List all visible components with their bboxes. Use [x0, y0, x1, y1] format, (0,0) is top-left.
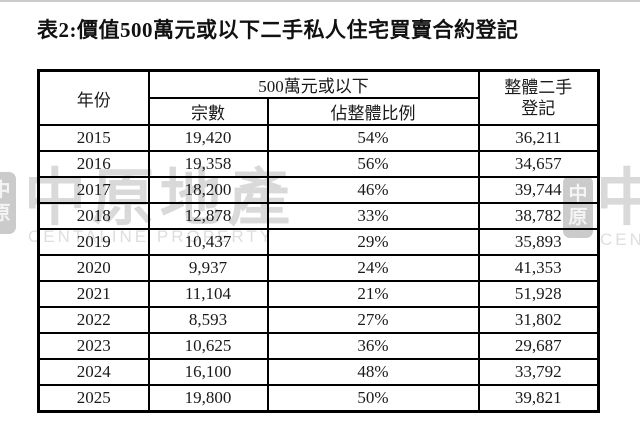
watermark-brand-cn: 中原地產	[596, 164, 640, 233]
table-row: 2022 8,593 27% 31,802	[37, 306, 600, 334]
cell-share: 24%	[266, 254, 480, 282]
cell-share: 48%	[266, 358, 480, 386]
top-divider	[0, 0, 640, 2]
cell-share: 27%	[266, 306, 480, 334]
registrations-table: 年份 500萬元或以下 整體二手 登記 宗數 佔整體比例 2015 19,420…	[37, 69, 600, 413]
header-year: 年份	[37, 69, 150, 126]
cell-share: 46%	[266, 176, 480, 204]
cell-year: 2017	[37, 176, 150, 204]
cell-overall: 41,353	[477, 254, 600, 282]
table-row: 2023 10,625 36% 29,687	[37, 332, 600, 360]
header-row-sub: 宗數 佔整體比例	[39, 97, 599, 126]
header-share: 佔整體比例	[266, 97, 480, 126]
cell-year: 2021	[37, 280, 150, 308]
cell-count: 9,937	[147, 254, 269, 282]
header-overall: 整體二手 登記	[477, 69, 600, 126]
cell-overall: 34,657	[477, 150, 600, 178]
page-title: 表2:價值500萬元或以下二手私人住宅買賣合約登記	[37, 18, 519, 42]
cell-share: 54%	[266, 124, 480, 152]
cell-count: 19,800	[147, 384, 269, 413]
cell-year: 2024	[37, 358, 150, 386]
cell-count: 19,358	[147, 150, 269, 178]
centaline-seal-icon: 中 原	[0, 172, 16, 234]
table-row: 2024 16,100 48% 33,792	[37, 358, 600, 386]
cell-year: 2018	[37, 202, 150, 230]
cell-count: 11,104	[147, 280, 269, 308]
cell-count: 12,878	[147, 202, 269, 230]
cell-overall: 38,782	[477, 202, 600, 230]
cell-overall: 29,687	[477, 332, 600, 360]
table-row: 2021 11,104 21% 51,928	[37, 280, 600, 308]
watermark-brand-en: CENTALINE PROPERTY	[600, 230, 640, 249]
cell-share: 56%	[266, 150, 480, 178]
seal-char-bottom: 原	[0, 203, 11, 224]
header-overall-line1: 整體二手	[504, 77, 573, 97]
table-row: 2019 10,437 29% 35,893	[37, 228, 600, 256]
header-count: 宗數	[147, 97, 269, 126]
table-row: 2020 9,937 24% 41,353	[37, 254, 600, 282]
cell-share: 21%	[266, 280, 480, 308]
table-row: 2015 19,420 54% 36,211	[37, 124, 600, 152]
table-row: 2016 19,358 56% 34,657	[37, 150, 600, 178]
cell-year: 2019	[37, 228, 150, 256]
cell-overall: 35,893	[477, 228, 600, 256]
seal-char-top: 中	[0, 180, 11, 202]
cell-year: 2022	[37, 306, 150, 334]
cell-count: 8,593	[147, 306, 269, 334]
cell-share: 36%	[266, 332, 480, 360]
table-row: 2018 12,878 33% 38,782	[37, 202, 600, 230]
cell-count: 18,200	[147, 176, 269, 204]
cell-overall: 36,211	[477, 124, 600, 152]
cell-share: 33%	[266, 202, 480, 230]
cell-year: 2020	[37, 254, 150, 282]
cell-overall: 39,821	[477, 384, 600, 413]
cell-year: 2025	[37, 384, 150, 413]
cell-year: 2023	[37, 332, 150, 360]
cell-share: 50%	[266, 384, 480, 413]
cell-year: 2016	[37, 150, 150, 178]
table-row: 2017 18,200 46% 39,744	[37, 176, 600, 204]
header-row-group: 年份 500萬元或以下 整體二手 登記	[37, 69, 600, 126]
cell-overall: 33,792	[477, 358, 600, 386]
header-price-group: 500萬元或以下	[147, 69, 480, 99]
header-overall-line2: 登記	[521, 99, 556, 118]
cell-overall: 51,928	[477, 280, 600, 308]
cell-overall: 31,802	[477, 306, 600, 334]
cell-count: 19,420	[147, 124, 269, 152]
cell-year: 2015	[37, 124, 150, 152]
table-row: 2025 19,800 50% 39,821	[37, 384, 600, 413]
cell-count: 10,437	[147, 228, 269, 256]
cell-count: 16,100	[147, 358, 269, 386]
cell-count: 10,625	[147, 332, 269, 360]
cell-share: 29%	[266, 228, 480, 256]
cell-overall: 39,744	[477, 176, 600, 204]
